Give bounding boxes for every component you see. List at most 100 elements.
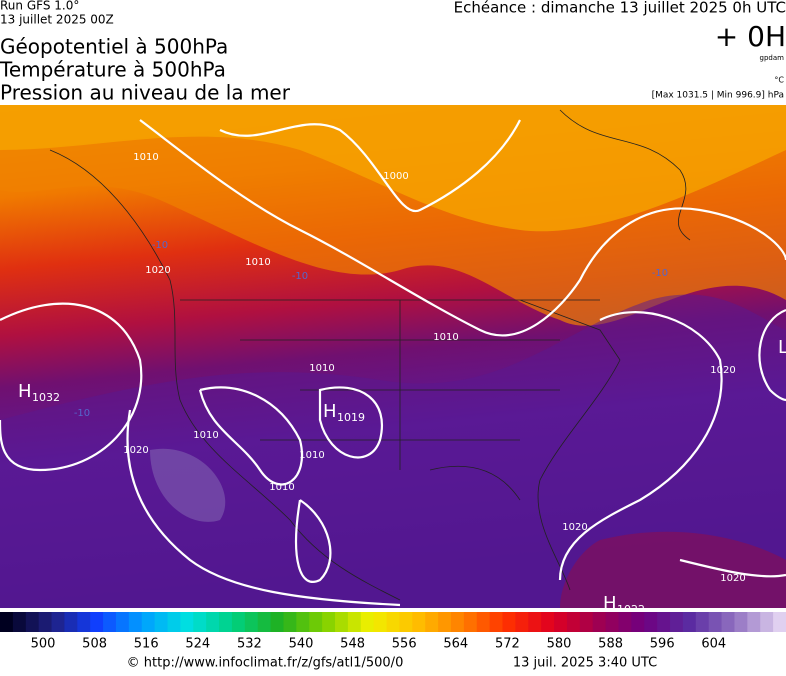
colorbar-swatch — [0, 612, 14, 632]
temp-label: -10 — [652, 268, 668, 279]
isobar-label: 1010 — [269, 482, 294, 493]
colorbar-swatch — [528, 612, 542, 632]
unit: gpdam — [760, 54, 785, 62]
colorbar-label: 580 — [547, 637, 572, 652]
colorbar-swatch — [335, 612, 349, 632]
source: © http://www.infoclimat.fr/z/gfs/atl1/50… — [127, 656, 404, 671]
isobar-label: 1010 — [299, 450, 324, 461]
colorbar-swatch — [12, 612, 27, 632]
run: Run GFS 1.0° — [0, 0, 79, 13]
colorbar-swatch — [51, 612, 65, 632]
colorbar-swatch — [231, 612, 246, 632]
isobar-label: 1010 — [193, 430, 218, 441]
colorbar-swatch — [257, 612, 272, 632]
colorbar-swatch — [180, 612, 194, 632]
map — [0, 105, 786, 608]
colorbar-swatch — [270, 612, 284, 632]
isobar-label: 1020 — [145, 265, 170, 276]
colorbar-swatch — [77, 612, 91, 632]
title: Pression au niveau de la mer — [0, 81, 291, 105]
isobar-label: 1020 — [562, 522, 587, 533]
colorbar-label: 556 — [392, 637, 417, 652]
colorbar-label: 572 — [495, 637, 520, 652]
temp-label: -10 — [74, 408, 90, 419]
unit: °C — [774, 76, 784, 85]
colorbar-swatch — [579, 612, 594, 632]
colorbar-swatch — [515, 612, 529, 632]
colorbar-swatch — [386, 612, 400, 632]
pressure-letter: L — [778, 337, 786, 358]
run-date: 13 juillet 2025 00Z — [0, 13, 114, 27]
colorbar-swatch — [541, 612, 555, 632]
colorbar-swatch — [708, 612, 723, 632]
colorbar-swatch — [566, 612, 581, 632]
isobar-label: 1010 — [245, 257, 270, 268]
colorbar-swatch — [128, 612, 143, 632]
colorbar-label: 604 — [701, 637, 726, 652]
colorbar-label: 564 — [443, 637, 468, 652]
temp-label: -10 — [292, 271, 308, 282]
colorbar-swatch — [450, 612, 465, 632]
isobar-label: 1000 — [383, 171, 408, 182]
isobar-label: 1010 — [309, 363, 334, 374]
colorbar-swatch — [347, 612, 362, 632]
pressure-letter: H — [18, 381, 32, 402]
pressure-letter: H — [323, 401, 337, 422]
colorbar-swatch — [721, 612, 735, 632]
colorbar-swatch — [373, 612, 388, 632]
colorbar-swatch — [489, 612, 504, 632]
colorbar-swatch — [154, 612, 169, 632]
colorbar-swatch — [618, 612, 632, 632]
colorbar-label: 548 — [340, 637, 365, 652]
colorbar-swatch — [592, 612, 607, 632]
colorbar-swatch — [244, 612, 259, 632]
colorbar-swatch — [193, 612, 207, 632]
isobar-label: 1020 — [720, 573, 745, 584]
colorbar-swatch — [115, 612, 130, 632]
colorbar-swatch — [103, 612, 117, 632]
echeance: Echéance : dimanche 13 juillet 2025 0h U… — [454, 0, 786, 17]
isobar-label: 1020 — [710, 365, 735, 376]
colorbar-swatch — [90, 612, 104, 632]
title: Température à 500hPa — [0, 58, 226, 82]
pressure-value: 1019 — [337, 411, 365, 424]
colorbar-swatch — [38, 612, 53, 632]
colorbar-swatch — [283, 612, 297, 632]
temp-label: -10 — [152, 240, 168, 251]
colorbar-swatch — [25, 612, 40, 632]
colorbar-swatch — [399, 612, 413, 632]
colorbar-swatch — [695, 612, 710, 632]
colorbar-swatch — [167, 612, 181, 632]
colorbar-swatch — [682, 612, 697, 632]
title: Géopotentiel à 500hPa — [0, 35, 228, 59]
colorbar-swatch — [631, 612, 645, 632]
colorbar-swatch — [463, 612, 478, 632]
colorbar-label: 588 — [598, 637, 623, 652]
colorbar-swatch — [141, 612, 156, 632]
isobar-label: 1020 — [123, 445, 148, 456]
pressure-letter: H — [603, 593, 617, 614]
isobar-label: 1010 — [133, 152, 158, 163]
pressure-value: 1032 — [32, 391, 60, 404]
colorbar-swatch — [425, 612, 439, 632]
colorbar-swatch — [554, 612, 568, 632]
colorbar-swatch — [670, 612, 684, 632]
colorbar-swatch — [360, 612, 375, 632]
colorbar-swatch — [760, 612, 774, 632]
isobar-label: 1010 — [433, 332, 458, 343]
colorbar-swatch — [219, 612, 233, 632]
date: 13 juil. 2025 3:40 UTC — [513, 656, 657, 671]
colorbar-swatch — [206, 612, 220, 632]
colorbar-label: 524 — [185, 637, 210, 652]
colorbar-swatch — [64, 612, 78, 632]
colorbar-swatch — [605, 612, 619, 632]
colorbar-label: 532 — [237, 637, 262, 652]
colorbar-swatch — [502, 612, 516, 632]
colorbar-swatch — [476, 612, 491, 632]
colorbar-label: 596 — [650, 637, 675, 652]
colorbar-label: 508 — [82, 637, 107, 652]
colorbar-label: 516 — [134, 637, 159, 652]
colorbar-swatch — [657, 612, 671, 632]
colorbar-swatch — [296, 612, 310, 632]
